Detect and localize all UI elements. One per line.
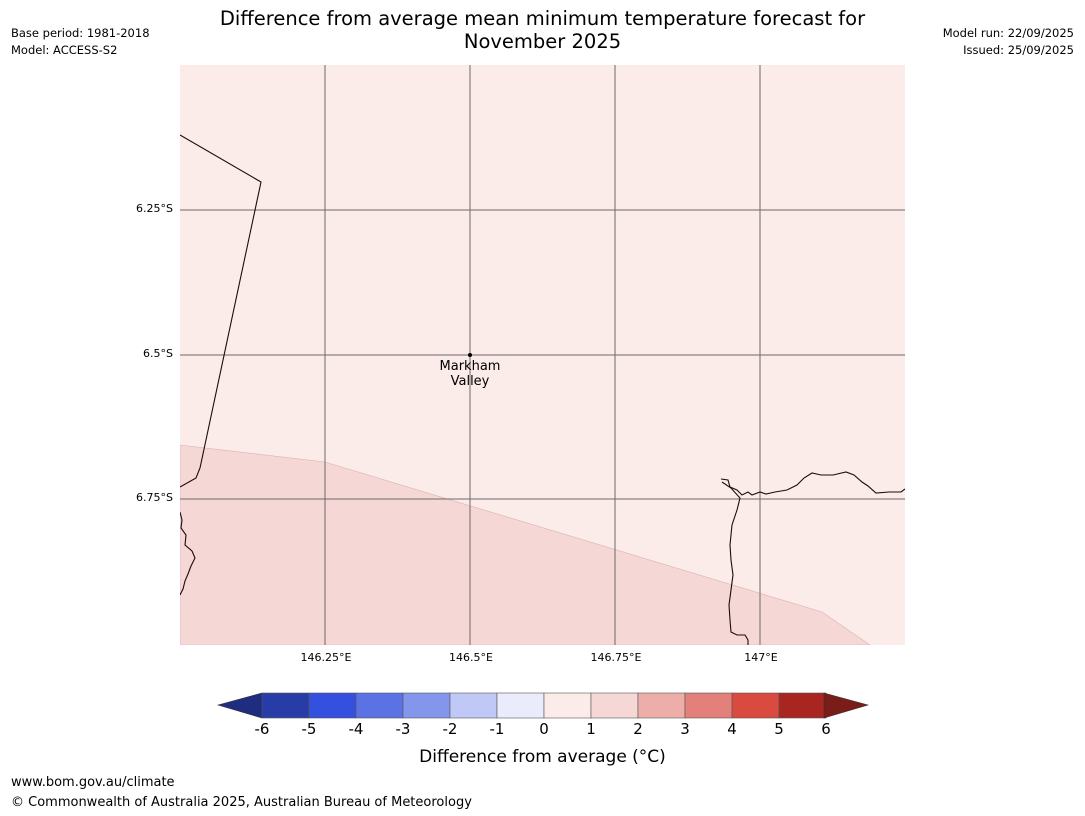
colorbar-cell xyxy=(355,692,404,719)
colorbar-cell xyxy=(590,692,639,719)
title-line-2: November 2025 xyxy=(463,30,622,53)
colorbar-cell xyxy=(731,692,780,719)
colorbar-cell xyxy=(543,692,592,719)
colorbar-tick: 4 xyxy=(727,720,737,738)
province-boundary xyxy=(180,134,262,488)
river-markham xyxy=(720,471,905,496)
colorbar-cell xyxy=(684,692,733,719)
colorbar xyxy=(216,692,870,719)
base-period: Base period: 1981-2018 xyxy=(11,26,150,40)
colorbar-cell xyxy=(402,692,451,719)
river-tributary xyxy=(721,481,749,645)
lon-tick-146-25: 146.25°E xyxy=(300,651,352,664)
model-run: Model run: 22/09/2025 xyxy=(942,26,1074,40)
place-label-line-1: Markham xyxy=(439,359,501,374)
place-marker xyxy=(468,353,472,357)
lat-tick-6-25: 6.25°S xyxy=(136,202,173,215)
colorbar-tick: -4 xyxy=(348,720,364,738)
footer-copyright: © Commonwealth of Australia 2025, Austra… xyxy=(11,795,472,810)
colorbar-cell xyxy=(496,692,545,719)
lat-tick-6-75: 6.75°S xyxy=(136,491,173,504)
lat-tick-6-5: 6.5°S xyxy=(143,347,173,360)
model-name: Model: ACCESS-S2 xyxy=(11,43,118,57)
header-left: Base period: 1981-2018 Model: ACCESS-S2 xyxy=(11,25,150,59)
colorbar-tick: -5 xyxy=(301,720,317,738)
colorbar-cell xyxy=(637,692,686,719)
colorbar-tick: 5 xyxy=(774,720,784,738)
place-label-line-2: Valley xyxy=(450,374,490,389)
colorbar-tick: 3 xyxy=(680,720,690,738)
colorbar-label: Difference from average (°C) xyxy=(419,747,666,767)
colorbar-under-arrow xyxy=(216,692,263,719)
footer-url[interactable]: www.bom.gov.au/climate xyxy=(11,775,175,790)
colorbar-tick: -3 xyxy=(395,720,411,738)
colorbar-cell xyxy=(308,692,357,719)
lon-tick-147: 147°E xyxy=(744,651,778,664)
place-label: Markham Valley xyxy=(420,359,520,389)
issued-date: Issued: 25/09/2025 xyxy=(963,43,1074,57)
colorbar-tick: -6 xyxy=(254,720,270,738)
colorbar-cell xyxy=(449,692,498,719)
colorbar-tick: -2 xyxy=(442,720,458,738)
title-line-1: Difference from average mean minimum tem… xyxy=(219,7,866,30)
map-title: Difference from average mean minimum tem… xyxy=(0,7,1085,53)
colorbar-cell xyxy=(261,692,310,719)
colorbar-cell xyxy=(778,692,827,719)
colorbar-tick: 0 xyxy=(539,720,549,738)
anomaly-zone-1-2 xyxy=(180,444,871,645)
lon-tick-146-75: 146.75°E xyxy=(590,651,642,664)
lon-tick-146-5: 146.5°E xyxy=(449,651,493,664)
coastline-west xyxy=(180,511,196,596)
colorbar-tick: -1 xyxy=(489,720,505,738)
colorbar-tick: 1 xyxy=(586,720,596,738)
colorbar-over-arrow xyxy=(823,692,870,719)
colorbar-tick: 2 xyxy=(633,720,643,738)
header-right: Model run: 22/09/2025 Issued: 25/09/2025 xyxy=(943,25,1074,59)
colorbar-tick: 6 xyxy=(821,720,831,738)
